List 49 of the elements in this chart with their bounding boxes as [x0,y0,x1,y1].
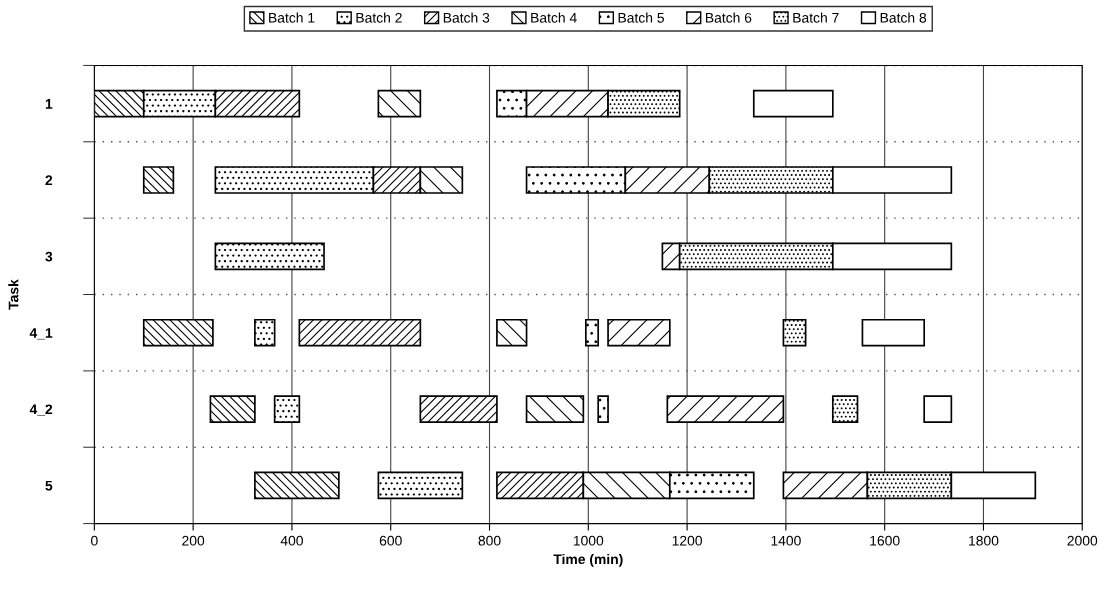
legend-label: Batch 8 [880,12,927,23]
bar [419,395,498,423]
x-tick-label: 800 [478,535,501,546]
legend-label: Batch 4 [531,12,577,23]
bar [377,89,422,118]
bar [597,395,609,423]
y-tick-label: 3 [45,251,53,262]
y-tick-label: 4_2 [29,404,53,416]
y-tick-label: 1 [45,99,53,109]
legend-label: Batch 7 [793,12,839,23]
bar [209,395,256,423]
x-tick-label: 1800 [969,535,999,546]
bar [831,395,859,423]
bar [142,318,214,347]
bar [666,395,785,423]
bar [923,395,953,423]
bar [752,89,834,118]
bar [861,318,926,347]
x-tick-label: 1600 [870,535,900,546]
legend-label: Batch 1 [269,12,315,23]
y-axis-title: Task [8,279,19,310]
bar [377,471,464,500]
y-tick-label: 5 [45,480,53,491]
bar [782,318,807,347]
y-tick-label: 4_1 [29,328,53,340]
bar [584,318,600,347]
bar [142,166,175,194]
x-tick-label: 200 [182,535,205,546]
bar [525,395,585,423]
legend-label: Batch 3 [443,12,490,23]
x-axis-title: Time (min) [553,553,623,567]
legend-label: Batch 2 [356,12,402,23]
x-tick-label: 600 [379,535,402,546]
x-tick-label: 0 [91,535,98,546]
bar [298,318,422,347]
x-tick-label: 400 [280,535,303,546]
bar [496,318,528,347]
bar [254,318,276,347]
x-tick-label: 1000 [573,535,604,546]
x-tick-label: 2000 [1067,535,1098,546]
legend-label: Batch 5 [618,12,664,23]
y-tick-label: 2 [45,175,53,186]
x-tick-label: 1400 [771,535,801,546]
bar [214,242,325,271]
x-tick-label: 1200 [672,535,702,546]
bar [607,318,671,347]
bar [273,395,301,423]
bar [254,471,340,500]
legend-label: Batch 6 [705,12,752,23]
